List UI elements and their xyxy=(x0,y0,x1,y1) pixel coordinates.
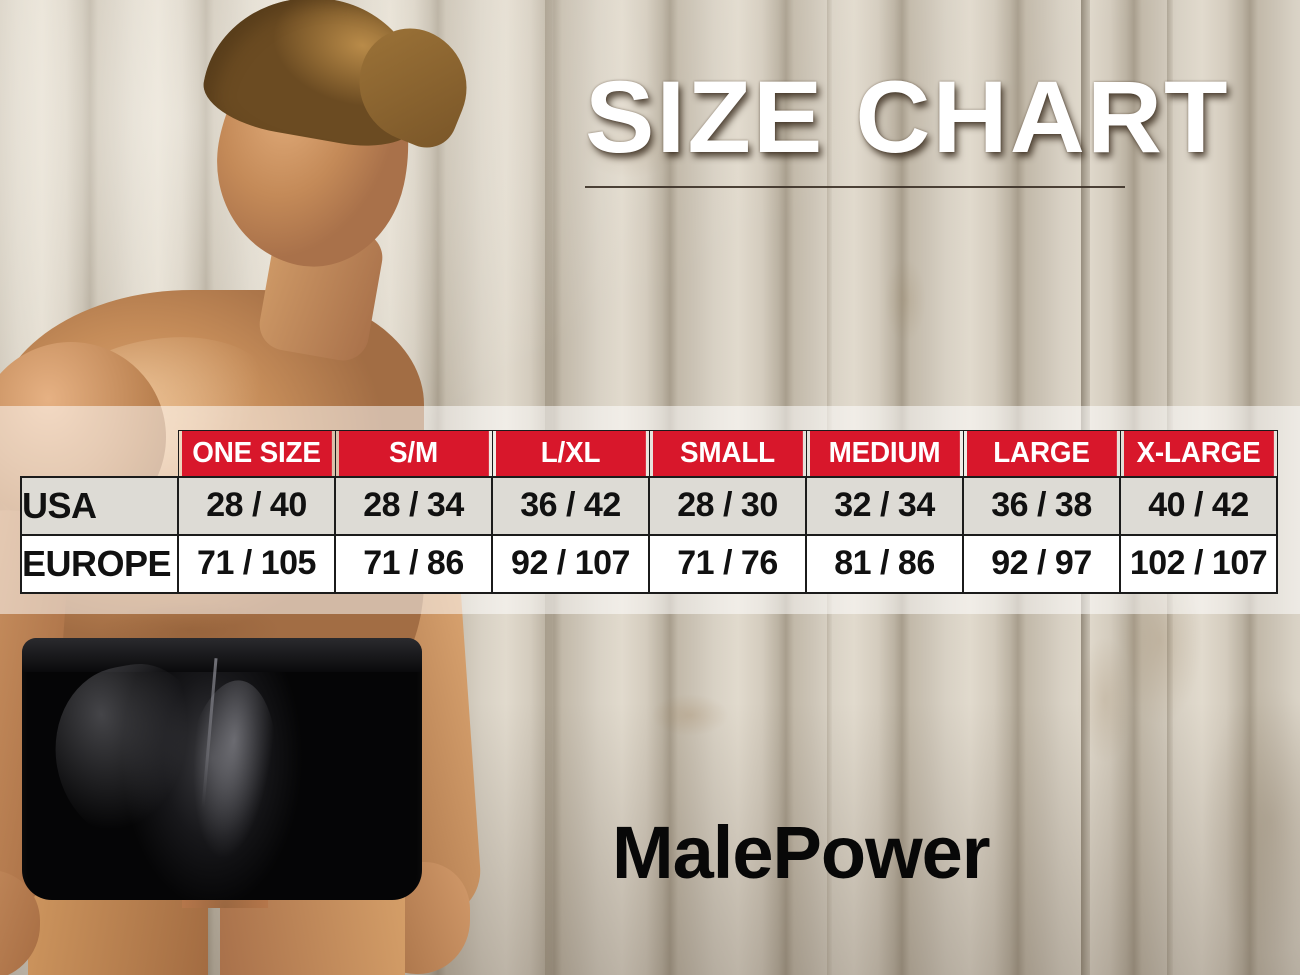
table-corner-cell xyxy=(21,431,178,477)
column-header-medium: MEDIUM xyxy=(808,430,961,477)
column-header-small: SMALL xyxy=(651,430,804,477)
column-header-one-size: ONE SIZE xyxy=(180,430,333,477)
table-header-row: ONE SIZE S/M L/XL SMALL MEDIUM LARGE X-L… xyxy=(21,430,1277,477)
page-title: SIZE CHART xyxy=(585,60,1230,174)
cell-europe-small: 71 / 76 xyxy=(648,533,807,594)
shorts-waistband xyxy=(22,638,422,672)
cell-usa-x-large: 40 / 42 xyxy=(1119,475,1278,536)
cell-europe-s-m: 71 / 86 xyxy=(334,533,493,594)
cell-europe-medium: 81 / 86 xyxy=(805,533,964,594)
row-label-usa: USA xyxy=(20,475,179,536)
cell-europe-large: 92 / 97 xyxy=(962,533,1121,594)
column-header-large: LARGE xyxy=(965,430,1118,477)
cell-europe-x-large: 102 / 107 xyxy=(1119,533,1278,594)
cell-usa-s-m: 28 / 34 xyxy=(334,475,493,536)
column-header-s-m: S/M xyxy=(337,430,490,477)
cell-usa-small: 28 / 30 xyxy=(648,475,807,536)
title-block: SIZE CHART xyxy=(585,66,1228,188)
row-label-europe: EUROPE xyxy=(20,533,179,594)
size-chart-table: ONE SIZE S/M L/XL SMALL MEDIUM LARGE X-L… xyxy=(20,430,1278,594)
title-divider xyxy=(585,185,1125,188)
table-row: USA 28 / 40 28 / 34 36 / 42 28 / 30 32 /… xyxy=(20,475,1278,536)
cell-europe-one-size: 71 / 105 xyxy=(177,533,336,594)
table-row: EUROPE 71 / 105 71 / 86 92 / 107 71 / 76… xyxy=(20,533,1278,594)
product-black-shorts xyxy=(22,638,422,900)
cell-usa-one-size: 28 / 40 xyxy=(177,475,336,536)
brand-logo: MalePower xyxy=(612,811,991,894)
column-header-l-xl: L/XL xyxy=(494,430,647,477)
cell-usa-medium: 32 / 34 xyxy=(805,475,964,536)
cell-usa-large: 36 / 38 xyxy=(962,475,1121,536)
column-header-x-large: X-LARGE xyxy=(1122,430,1275,477)
cell-europe-l-xl: 92 / 107 xyxy=(491,533,650,594)
cell-usa-l-xl: 36 / 42 xyxy=(491,475,650,536)
